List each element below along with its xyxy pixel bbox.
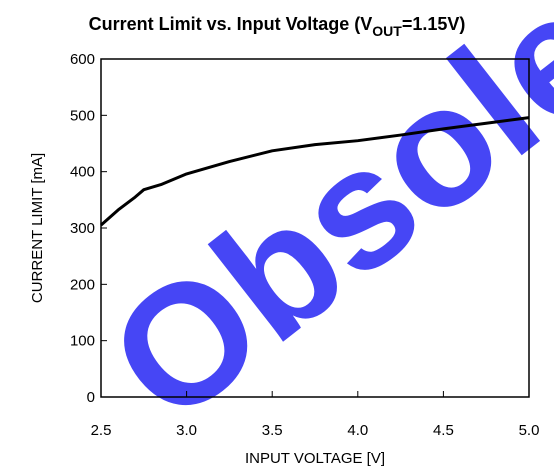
line: [100, 116, 530, 227]
title-part: =1.15V): [402, 14, 466, 34]
x-tick-label: 4.0: [347, 422, 368, 439]
y-tick-label: 600: [70, 51, 95, 68]
y-tick-label: 100: [70, 333, 95, 350]
watermark: Obsolete: [76, 0, 554, 459]
y-tick-label: 500: [70, 107, 95, 124]
y-tick-label: 400: [70, 164, 95, 181]
x-tick-label: 5.0: [519, 422, 540, 439]
x-axis-label: INPUT VOLTAGE [V]: [245, 450, 385, 467]
y-axis-label: CURRENT LIMIT [mA]: [29, 153, 46, 303]
y-tick-label: 200: [70, 276, 95, 293]
title-subscript: OUT: [372, 23, 402, 39]
chart-title: Current Limit vs. Input Voltage (VOUT=1.…: [89, 14, 466, 39]
title-part: Current Limit vs. Input Voltage (V: [89, 14, 373, 34]
x-tick-label: 4.5: [433, 422, 454, 439]
y-tick-label: 0: [87, 389, 95, 406]
x-tick-label: 3.5: [262, 422, 283, 439]
x-tick-label: 2.5: [91, 422, 112, 439]
y-tick-label: 300: [70, 220, 95, 237]
x-tick-label: 3.0: [176, 422, 197, 439]
